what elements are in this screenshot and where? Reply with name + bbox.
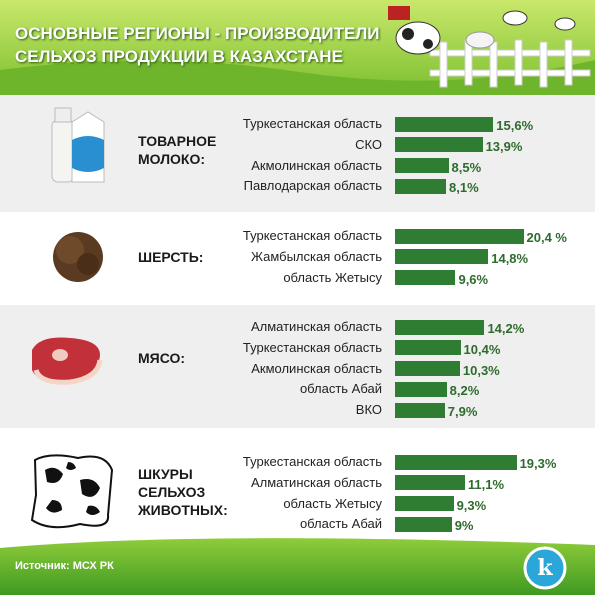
- bar: [395, 454, 517, 470]
- section-title: ШЕРСТЬ:: [138, 249, 204, 265]
- value-label: 9,3%: [456, 497, 487, 513]
- category-label: Павлодарская область: [243, 178, 382, 194]
- category-label: Туркестанская область: [242, 339, 382, 355]
- category-label: СКО: [355, 136, 382, 152]
- bar: [395, 381, 447, 397]
- category-label: ВКО: [355, 402, 382, 418]
- category-label: область Жетысу: [283, 495, 382, 511]
- bar: [395, 137, 483, 153]
- value-label: 8,5%: [451, 159, 482, 175]
- bar: [395, 178, 447, 194]
- value-label: 10,4%: [463, 341, 501, 357]
- category-label: область Жетысу: [283, 269, 382, 285]
- bar: [395, 475, 465, 491]
- value-label: 8,2%: [449, 383, 480, 399]
- bar: [395, 116, 494, 132]
- category-label: Жамбылская область: [250, 248, 382, 264]
- category-label: Акмолинская область: [251, 157, 382, 173]
- bar: [395, 496, 454, 512]
- value-label: 13,9%: [485, 138, 523, 154]
- page-title: ОСНОВНЫЕ РЕГИОНЫ - ПРОИЗВОДИТЕЛИ СЕЛЬХОЗ…: [15, 24, 380, 66]
- value-label: 8,1%: [449, 180, 479, 196]
- bar: [395, 361, 460, 377]
- category-label: Туркестанская область: [242, 228, 382, 243]
- bar: [395, 516, 452, 532]
- value-label: 7,9%: [447, 404, 478, 420]
- bar: [395, 158, 449, 174]
- value-label: 14,2%: [487, 321, 525, 336]
- section-title: ТОВАРНОЕ МОЛОКО:: [138, 133, 217, 167]
- value-label: 19,3%: [519, 456, 557, 471]
- category-label: Туркестанская область: [242, 116, 382, 131]
- value-label: 14,8%: [491, 250, 529, 266]
- svg-text:k: k: [537, 555, 553, 581]
- source: Источник: МСХ РК: [15, 560, 114, 572]
- category-label: область Абай: [299, 381, 382, 397]
- value-label: 9%: [454, 518, 474, 534]
- bar: [395, 340, 461, 356]
- value-label: 15,6%: [496, 118, 534, 133]
- bar: [395, 319, 485, 335]
- bar: [395, 249, 489, 265]
- category-label: Туркестанская область: [242, 454, 382, 469]
- value-label: 9,6%: [458, 271, 489, 287]
- value-label: 10,3%: [462, 362, 500, 378]
- category-label: Алматинская область: [250, 319, 382, 334]
- category-label: Алматинская область: [250, 474, 382, 490]
- bar: [395, 402, 445, 418]
- bar: [395, 270, 456, 286]
- section-title: МЯСО:: [138, 350, 186, 366]
- value-label: 20,4 %: [526, 230, 567, 245]
- bar: [395, 228, 524, 244]
- section-title: ШКУРЫ СЕЛЬХОЗ ЖИВОТНЫХ:: [138, 466, 228, 518]
- category-label: область Абай: [299, 516, 382, 532]
- value-label: 11,1%: [467, 476, 505, 492]
- category-label: Акмолинская область: [251, 360, 382, 376]
